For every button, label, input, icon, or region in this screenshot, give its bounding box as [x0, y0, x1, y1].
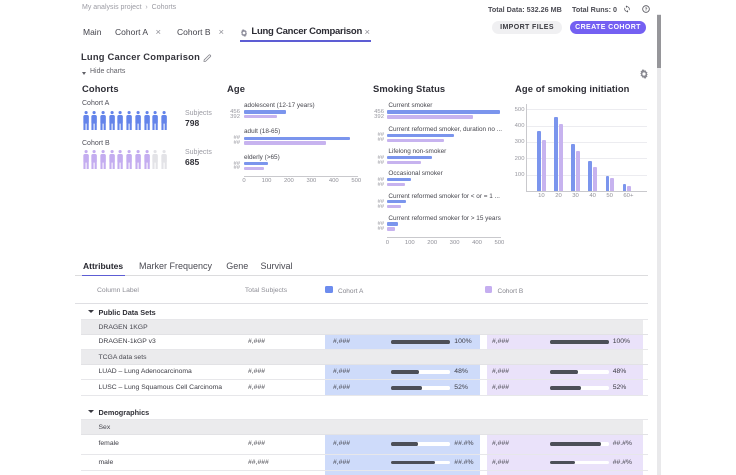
svg-text:?: ? — [645, 7, 648, 12]
